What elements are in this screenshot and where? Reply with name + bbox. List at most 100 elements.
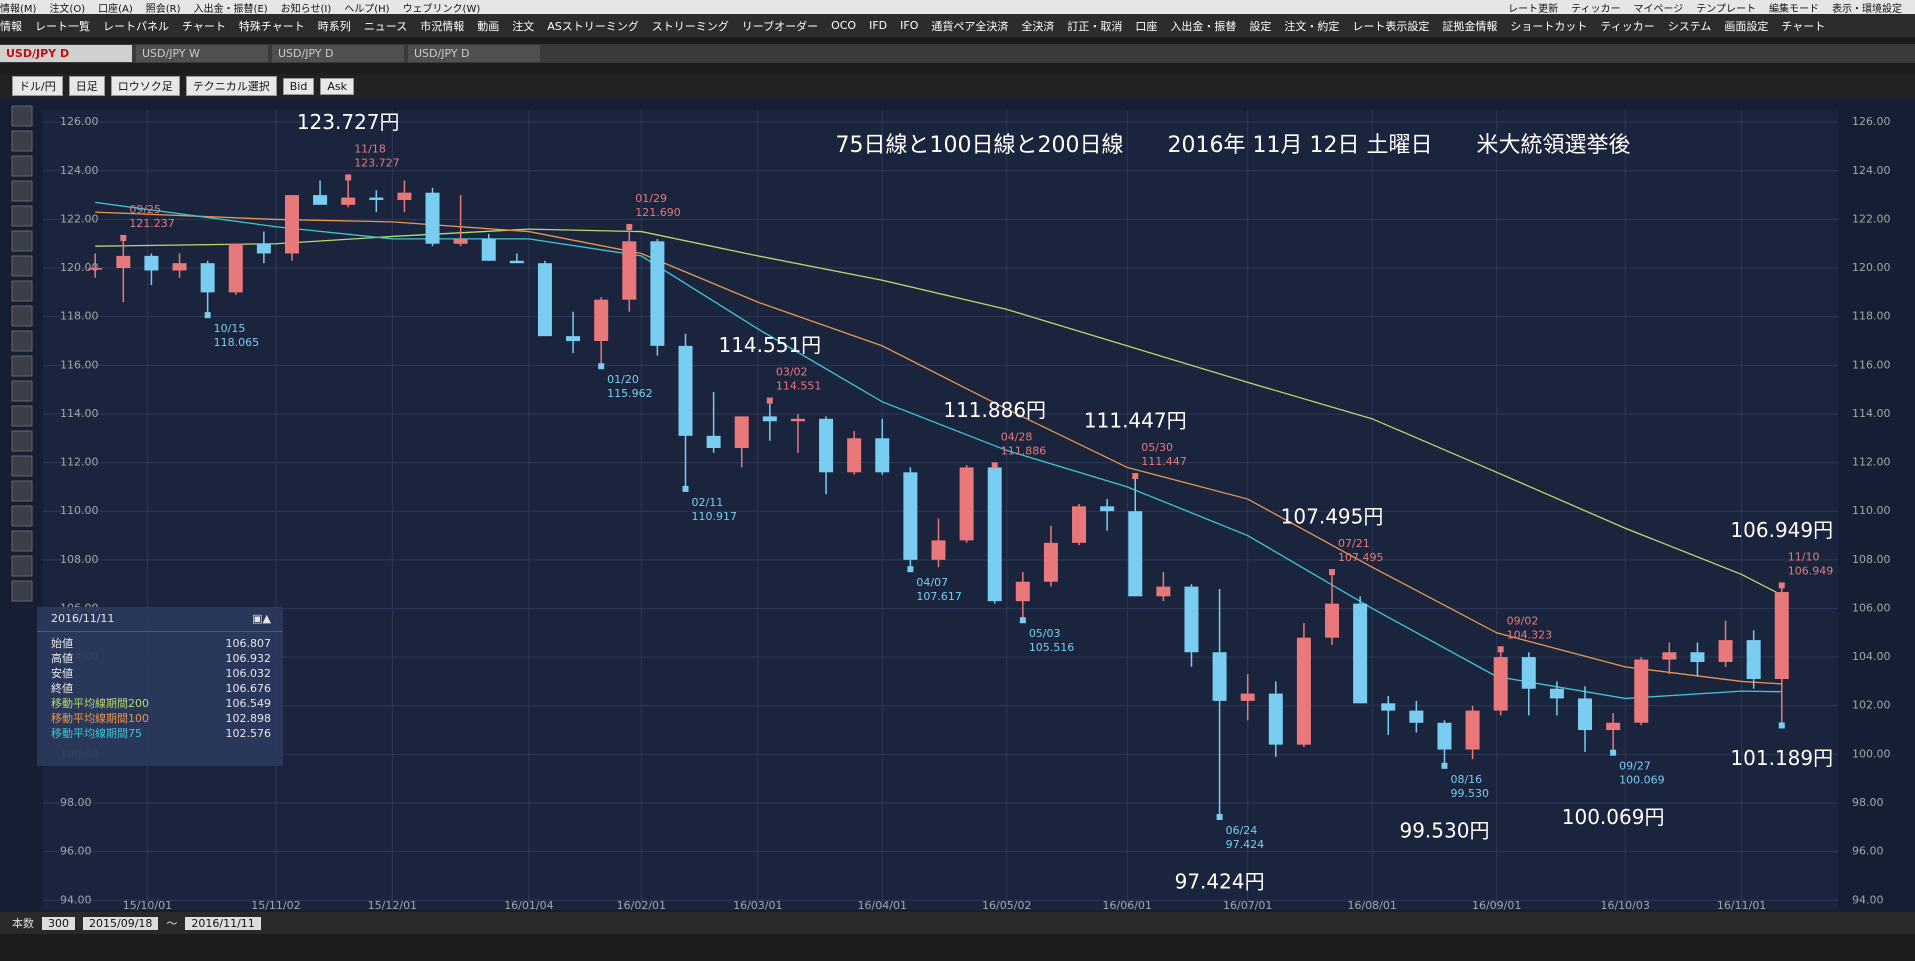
marker-value: 121.237 (129, 217, 175, 230)
chart-tab[interactable]: USD/JPY D (0, 45, 132, 62)
y-tick-label-right: 94.00 (1852, 893, 1884, 906)
y-tick-label-right: 110.00 (1852, 504, 1891, 517)
menu-item[interactable]: 情報(M) (0, 3, 37, 15)
menu-item[interactable]: ヘルプ(H) (344, 3, 390, 15)
toolbar-button[interactable]: 証拠金情報 (1442, 19, 1498, 33)
toolbar-button[interactable]: 全決済 (1021, 19, 1055, 33)
marker (1441, 762, 1448, 769)
chart-tab[interactable]: USD/JPY D (272, 45, 404, 62)
tool-icon (11, 380, 33, 402)
menu-item[interactable]: お知らせ(I) (280, 3, 332, 15)
toolbar-button[interactable]: IFD (869, 19, 888, 32)
candle-body (313, 195, 328, 205)
marker (1019, 617, 1026, 624)
toolbar-button[interactable]: レート一覧 (35, 19, 90, 33)
menu-item[interactable]: 注文(O) (49, 3, 86, 15)
chart-toolbar-item[interactable]: ドル/円 (12, 76, 63, 96)
candle-body (1212, 652, 1227, 701)
candle-body (819, 418, 834, 473)
marker (766, 397, 773, 404)
toolbar-button[interactable]: 口座 (1135, 19, 1158, 33)
chart-tab[interactable]: USD/JPY W (136, 45, 268, 62)
menu-right-item[interactable]: テンプレート (1696, 3, 1756, 15)
marker-date: 10/15 (214, 322, 246, 335)
x-tick-label: 15/11/02 (251, 899, 300, 912)
toolbar-button[interactable]: IFO (900, 19, 919, 32)
x-tick-label: 16/02/01 (617, 899, 666, 912)
marker (907, 566, 914, 573)
candle-body (88, 268, 103, 270)
toolbar-button[interactable]: 特殊チャート (238, 19, 305, 33)
chart-toolbar-item[interactable]: Bid (282, 77, 315, 95)
chart-tab[interactable]: USD/JPY D (408, 45, 540, 62)
marker (991, 462, 998, 469)
candle-body (959, 467, 974, 541)
toolbar-button[interactable]: ショートカット (1510, 19, 1588, 33)
candle-body (397, 192, 412, 200)
menu-item[interactable]: 口座(A) (98, 3, 133, 15)
callout: 99.530円 (1399, 818, 1489, 842)
chart-toolbar-item[interactable]: Ask (320, 77, 354, 95)
candle-body (1072, 506, 1087, 543)
toolbar-button[interactable]: 注文 (512, 19, 535, 33)
toolbar-button[interactable]: 画面設定 (1724, 19, 1769, 33)
tool-icon (11, 355, 33, 377)
candle-body (256, 243, 271, 254)
candle-body (1184, 586, 1199, 653)
toolbar-button[interactable]: 市況情報 (420, 19, 465, 33)
chart-toolbar-item[interactable]: 日足 (68, 76, 105, 96)
marker (598, 363, 605, 370)
candle-body (1549, 688, 1564, 699)
toolbar-button[interactable]: チャート (1781, 19, 1826, 33)
menu-right-item[interactable]: レート更新 (1508, 3, 1559, 15)
menu-right-item[interactable]: 編集モード (1769, 3, 1819, 15)
toolbar-button[interactable]: OCO (831, 19, 857, 32)
x-tick-label: 15/10/01 (123, 899, 172, 912)
menu-right-item[interactable]: ティッカー (1571, 3, 1621, 15)
y-tick-label: 118.00 (60, 310, 99, 323)
toolbar-button[interactable]: 入出金・振替 (1170, 19, 1237, 33)
toolbar-button[interactable]: 情報 (0, 19, 22, 33)
toolbar-button[interactable]: 動画 (477, 19, 500, 33)
marker-value: 100.069 (1619, 774, 1665, 787)
chart-toolbar-item[interactable]: ロウソク足 (110, 76, 180, 96)
toolbar-button[interactable]: ストリーミング (651, 19, 729, 33)
tool-icon (11, 405, 33, 427)
menu-right-item[interactable]: マイページ (1633, 3, 1684, 15)
marker-value: 118.065 (214, 336, 260, 349)
to-date[interactable]: 2016/11/11 (185, 916, 261, 930)
toolbar-button[interactable]: 通貨ペア全決済 (931, 19, 1009, 33)
y-tick-label: 124.00 (60, 164, 99, 177)
toolbar-button[interactable]: 設定 (1249, 19, 1272, 33)
y-tick-label-right: 124.00 (1852, 164, 1891, 177)
toolbar-button[interactable]: レートパネル (103, 19, 169, 33)
toolbar-button[interactable]: 注文・約定 (1284, 19, 1340, 33)
toolbar-button[interactable]: 訂正・取消 (1067, 19, 1123, 33)
candle-body (1634, 659, 1649, 723)
candle-body (172, 263, 187, 271)
toolbar-button[interactable]: レート表示設定 (1352, 19, 1430, 33)
toolbar-button[interactable]: リーブオーダー (741, 19, 819, 33)
marker-value: 111.886 (1001, 444, 1047, 457)
count-input[interactable]: 300 (42, 916, 75, 930)
y-tick-label-right: 126.00 (1852, 115, 1891, 128)
candle-body (1662, 652, 1677, 660)
marker-value: 104.323 (1507, 628, 1553, 641)
toolbar-button[interactable]: ティッカー (1600, 19, 1655, 33)
from-date[interactable]: 2015/09/18 (83, 916, 159, 930)
panel-row: 高値 106.932 (37, 651, 283, 666)
candle-body (1240, 693, 1255, 701)
menu-item[interactable]: 照会(R) (145, 3, 181, 15)
toolbar-button[interactable]: 時系列 (317, 19, 351, 33)
panel-date: 2016/11/11 (51, 612, 115, 625)
toolbar-button[interactable]: ASストリーミング (547, 19, 639, 33)
candle-body (987, 467, 1002, 602)
toolbar-button[interactable]: ニュース (363, 19, 408, 33)
toolbar-button[interactable]: システム (1667, 19, 1712, 33)
toolbar-button[interactable]: チャート (182, 19, 226, 33)
chart-toolbar-item[interactable]: テクニカル選択 (185, 76, 277, 96)
menu-item[interactable]: ウェブリンク(W) (402, 3, 481, 15)
menu-right-item[interactable]: 表示・環境設定 (1832, 3, 1902, 15)
menu-item[interactable]: 入出金・振替(E) (193, 3, 268, 15)
tool-icon (11, 280, 33, 302)
